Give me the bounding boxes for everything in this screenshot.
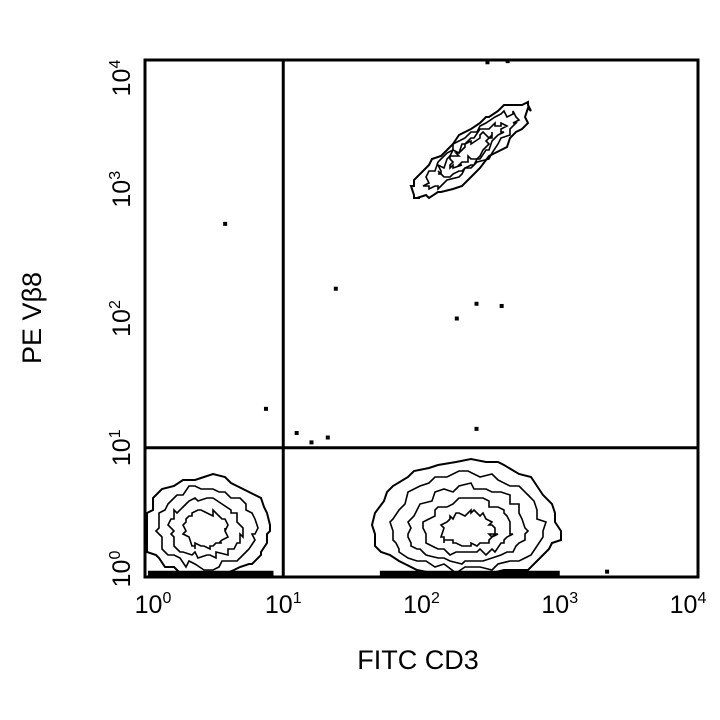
x-tick-label: 103: [541, 590, 578, 619]
population-cd3-pos-vb8-pos: [409, 100, 532, 200]
x-axis-ticks: 100 101 102 103 104: [135, 590, 707, 619]
contour-level: [146, 472, 271, 577]
x-tick-label: 100: [135, 590, 172, 619]
contour-level: [409, 100, 532, 200]
y-tick-label: 100: [107, 551, 136, 588]
event-dot: [294, 431, 299, 436]
event-dot: [499, 303, 504, 308]
event-dot: [309, 440, 314, 445]
contour-level: [167, 497, 244, 560]
y-tick-label: 101: [107, 429, 136, 466]
event-dot: [454, 316, 459, 321]
contour-level: [439, 508, 499, 547]
outlier-events-layer: [223, 59, 610, 574]
x-tick-label: 104: [670, 590, 707, 619]
y-tick-label: 102: [107, 300, 136, 337]
x-axis-label: FITC CD3: [357, 645, 479, 675]
contour-layer: [146, 100, 562, 577]
event-dot: [263, 406, 268, 411]
x-tick-label: 102: [403, 590, 440, 619]
event-dot: [474, 426, 479, 431]
contour-level: [449, 130, 493, 170]
contour-level: [422, 497, 514, 557]
contour-level: [407, 482, 530, 565]
event-dot: [485, 60, 490, 65]
event-dot: [605, 569, 610, 574]
quadrant-gates: [145, 60, 698, 577]
event-dot: [223, 221, 228, 226]
x-tick-label: 101: [265, 590, 302, 619]
contour-level: [370, 457, 562, 576]
contour-level: [154, 485, 259, 571]
population-cd3-neg-vb8-neg: [146, 472, 271, 577]
contour-level: [389, 470, 548, 574]
contour-level: [422, 109, 521, 191]
y-tick-label: 103: [107, 171, 136, 208]
event-dot: [333, 286, 338, 291]
population-cd3-pos-vb8-neg: [370, 457, 562, 576]
y-tick-label: 104: [107, 60, 136, 97]
event-dot: [325, 435, 330, 440]
contour-level: [436, 121, 509, 178]
event-dot: [474, 301, 479, 306]
y-axis-ticks: 100 101 102 103 104: [107, 60, 136, 588]
plot-frame: [143, 58, 700, 579]
contour-level: [181, 508, 230, 551]
y-axis-label: PE Vβ8: [17, 272, 47, 364]
